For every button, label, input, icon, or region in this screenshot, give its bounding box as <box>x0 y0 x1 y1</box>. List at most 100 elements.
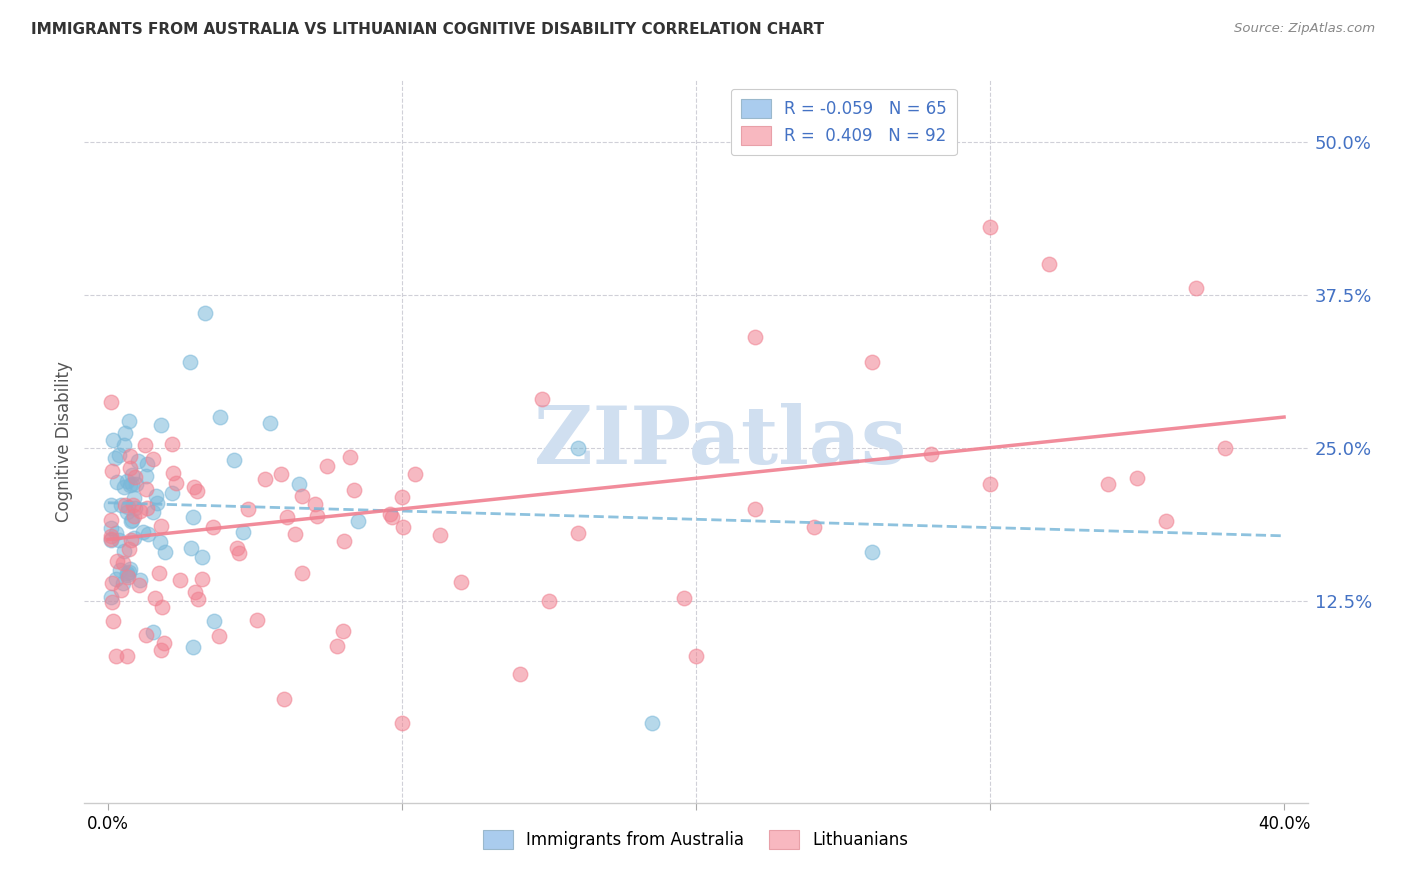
Point <box>129 573 152 587</box>
Point <box>111 556 134 570</box>
Point <box>122 499 145 513</box>
Point <box>118 461 141 475</box>
Point <box>391 490 413 504</box>
Point <box>103 614 125 628</box>
Point <box>232 524 254 539</box>
Point <box>134 438 156 452</box>
Point <box>332 624 354 639</box>
Point <box>115 505 138 519</box>
Point <box>325 639 347 653</box>
Legend: Immigrants from Australia, Lithuanians: Immigrants from Australia, Lithuanians <box>477 823 915 856</box>
Point <box>136 527 159 541</box>
Point <box>860 355 883 369</box>
Point <box>181 510 204 524</box>
Point <box>142 451 165 466</box>
Point <box>316 459 339 474</box>
Point <box>162 466 184 480</box>
Point <box>121 477 143 491</box>
Point <box>153 636 176 650</box>
Point <box>100 520 122 534</box>
Point <box>246 614 269 628</box>
Point <box>180 541 202 555</box>
Point <box>150 600 173 615</box>
Point <box>567 526 589 541</box>
Point <box>112 544 135 558</box>
Point <box>105 475 128 489</box>
Point <box>253 472 276 486</box>
Point <box>1097 477 1119 491</box>
Y-axis label: Cognitive Disability: Cognitive Disability <box>55 361 73 522</box>
Point <box>100 533 122 547</box>
Point <box>450 575 472 590</box>
Point <box>979 477 1001 491</box>
Point <box>118 565 141 579</box>
Point <box>378 507 401 521</box>
Point <box>118 449 141 463</box>
Point <box>155 545 177 559</box>
Point <box>381 509 404 524</box>
Point <box>190 572 212 586</box>
Point <box>104 451 127 466</box>
Point <box>207 629 229 643</box>
Point <box>169 574 191 588</box>
Point <box>531 392 554 407</box>
Point <box>135 500 157 515</box>
Point <box>1213 441 1236 455</box>
Point <box>259 416 281 430</box>
Point <box>641 716 664 731</box>
Point <box>346 514 368 528</box>
Point <box>1185 281 1208 295</box>
Point <box>135 457 157 471</box>
Text: IMMIGRANTS FROM AUSTRALIA VS LITHUANIAN COGNITIVE DISABILITY CORRELATION CHART: IMMIGRANTS FROM AUSTRALIA VS LITHUANIAN … <box>31 22 824 37</box>
Point <box>149 518 172 533</box>
Point <box>343 483 366 497</box>
Point <box>1126 471 1149 485</box>
Point <box>105 554 128 568</box>
Point <box>122 491 145 505</box>
Point <box>105 572 128 586</box>
Point <box>142 625 165 640</box>
Point <box>114 426 136 441</box>
Point <box>273 691 295 706</box>
Point <box>228 546 250 560</box>
Point <box>208 410 231 425</box>
Point <box>143 591 166 606</box>
Point <box>100 533 122 547</box>
Point <box>160 485 183 500</box>
Point <box>132 525 155 540</box>
Point <box>117 570 139 584</box>
Point <box>291 566 314 580</box>
Point <box>100 513 122 527</box>
Point <box>121 468 143 483</box>
Point <box>803 520 825 534</box>
Point <box>118 562 141 576</box>
Point <box>404 467 426 482</box>
Point <box>112 438 135 452</box>
Point <box>118 541 141 556</box>
Point <box>135 469 157 483</box>
Point <box>291 489 314 503</box>
Point <box>112 576 135 591</box>
Point <box>238 502 260 516</box>
Point <box>117 566 139 580</box>
Text: ZIPatlas: ZIPatlas <box>534 402 907 481</box>
Point <box>124 501 146 516</box>
Point <box>744 502 766 516</box>
Point <box>183 481 205 495</box>
Point <box>339 450 361 464</box>
Point <box>121 513 143 527</box>
Point <box>112 480 135 494</box>
Point <box>129 504 152 518</box>
Point <box>979 220 1001 235</box>
Point <box>685 648 707 663</box>
Point <box>117 474 139 488</box>
Point <box>160 437 183 451</box>
Point <box>108 448 131 462</box>
Point <box>120 478 142 492</box>
Point <box>305 508 328 523</box>
Point <box>122 508 145 523</box>
Point <box>115 648 138 663</box>
Point <box>128 578 150 592</box>
Point <box>100 394 122 409</box>
Point <box>114 498 136 512</box>
